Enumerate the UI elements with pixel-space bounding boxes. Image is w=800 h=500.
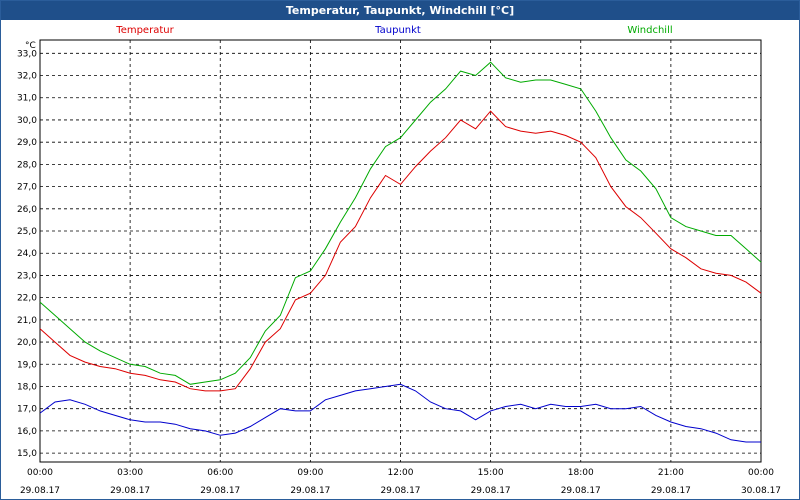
x-tick-date: 29.08.17 xyxy=(380,486,420,496)
legend-entry-windchill: Windchill xyxy=(627,25,672,36)
x-tick-time: 09:00 xyxy=(297,468,323,478)
y-tick-label: 21,0 xyxy=(17,316,37,326)
series-line-windchill xyxy=(39,61,762,385)
y-tick-label: 32,0 xyxy=(17,72,37,82)
x-tick-date: 29.08.17 xyxy=(651,486,691,496)
x-tick-date: 29.08.17 xyxy=(200,486,240,496)
x-tick-time: 12:00 xyxy=(388,468,414,478)
y-tick-label: 17,0 xyxy=(17,405,37,415)
x-tick-date: 30.08.17 xyxy=(741,486,781,496)
y-tick-label: 23,0 xyxy=(17,271,37,281)
chart-title: Temperatur, Taupunkt, Windchill [°C] xyxy=(1,1,799,20)
x-tick-time: 18:00 xyxy=(568,468,594,478)
y-tick-label: 31,0 xyxy=(17,94,37,104)
y-tick-label: 24,0 xyxy=(17,249,37,259)
x-tick-date: 29.08.17 xyxy=(20,486,60,496)
x-tick-time: 21:00 xyxy=(658,468,684,478)
x-tick-time: 15:00 xyxy=(478,468,504,478)
series-line-temperatur xyxy=(39,110,762,392)
y-tick-label: 28,0 xyxy=(17,160,37,170)
y-tick-label: 33,0 xyxy=(17,49,37,59)
series-lines xyxy=(39,61,762,443)
x-axis: 00:00 29.08.17 03:00 29.08.17 06:00 29.08.17 0… xyxy=(20,468,781,496)
y-tick-label: 16,0 xyxy=(17,427,37,437)
x-tick-date: 29.08.17 xyxy=(290,486,330,496)
x-tick-date: 29.08.17 xyxy=(561,486,601,496)
y-tick-label: 29,0 xyxy=(17,138,37,148)
y-tick-label: 30,0 xyxy=(17,116,37,126)
y-axis: 15,0 16,0 17,0 18,0 19,0 20,0 21,0 22,0 23,0 24,0… xyxy=(17,49,37,459)
y-axis-unit: °C xyxy=(25,41,36,51)
x-tick-date: 29.08.17 xyxy=(471,486,511,496)
legend: Temperatur Taupunkt Windchill xyxy=(115,25,672,36)
grid-lines xyxy=(40,40,761,462)
x-tick-date: 29.08.17 xyxy=(110,486,150,496)
y-tick-label: 15,0 xyxy=(17,449,37,459)
y-tick-label: 19,0 xyxy=(17,360,37,370)
x-tick-time: 00:00 xyxy=(27,468,53,478)
x-tick-time: 03:00 xyxy=(117,468,143,478)
y-tick-label: 27,0 xyxy=(17,183,37,193)
y-tick-label: 25,0 xyxy=(17,227,37,237)
y-tick-label: 22,0 xyxy=(17,294,37,304)
y-tick-label: 26,0 xyxy=(17,205,37,215)
series-line-taupunkt xyxy=(39,383,761,443)
y-tick-label: 20,0 xyxy=(17,338,37,348)
legend-entry-taupunkt: Taupunkt xyxy=(374,25,421,36)
x-tick-time: 00:00 xyxy=(748,468,774,478)
y-tick-label: 18,0 xyxy=(17,382,37,392)
x-tick-time: 06:00 xyxy=(207,468,233,478)
legend-entry-temperatur: Temperatur xyxy=(115,25,174,36)
